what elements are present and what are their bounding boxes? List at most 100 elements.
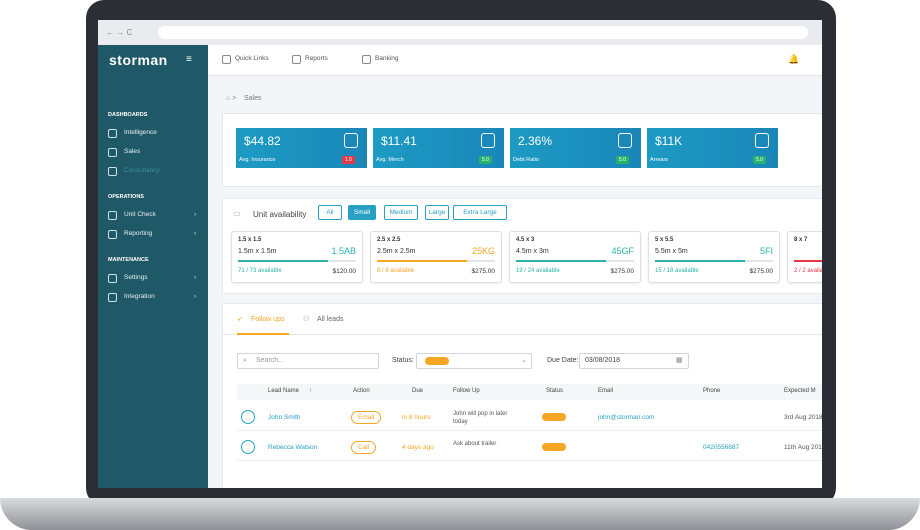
unit-size: 1.5 x 1.5 [238,237,262,243]
stat-card[interactable]: $44.82 Avg. Insurance 1.0 [236,128,367,168]
nav-item[interactable]: Unit Check [124,211,156,218]
stat-label: Arrears [650,157,669,163]
followups-panel: ⌕ Search... Status: ⌄ Due Date: 03/08/20… [222,303,822,488]
lead-name[interactable]: John Smith [268,414,301,421]
stat-value: 2.36% [518,134,553,148]
progress-fill [238,260,328,262]
stat-value: $44.82 [244,134,281,148]
tab-icon: ⚇ [303,316,310,323]
stat-label: Debt Ratio [513,157,539,163]
unit-card[interactable]: 1.5 x 1.5 1.5m x 1.5m 1.5AB 71 / 73 availab… [231,231,363,283]
nav-item[interactable]: Sales [124,148,141,155]
stat-card[interactable]: $11.41 Avg. Merch 5.0 [373,128,504,168]
address-bar[interactable] [158,26,808,39]
tab-underline [237,333,289,335]
due: 4 days ago [402,444,434,451]
screen: ← → C storman ≡ DASHBOARDS Intelligence Sa… [98,20,822,488]
section-title: OPERATIONS [108,194,144,200]
nav-item[interactable]: Settings [124,274,148,281]
menu-icon[interactable]: ≡ [186,54,192,65]
stat-icon [618,133,632,148]
action-button[interactable]: Call [351,441,377,454]
unit-card[interactable]: 5 x 5.5 5.5m x 5m 5FI 15 / 18 available $275… [648,231,780,283]
unit-size: 8 x 7 [794,237,808,243]
nav-icon [108,274,117,283]
column-header: Phone [703,388,721,394]
unit-card[interactable]: 4.5 x 3 4.5m x 3m 45GF 19 / 24 available $27… [509,231,641,283]
follow-up: John will pop in later today [453,411,508,425]
unit-size: 4.5 x 3 [516,237,535,243]
nav-arrow: › [194,274,197,281]
unit-available: 19 / 24 available [516,268,560,274]
home-icon[interactable]: ⌂ > [226,95,237,102]
stat-value: $11K [655,134,683,148]
breadcrumb[interactable]: Sales [244,95,262,102]
expected: 3rd Aug 2018 [784,414,822,421]
logo[interactable]: storman [109,52,168,68]
column-header: Lead Name [268,388,300,394]
action-button[interactable]: Email [351,411,382,424]
unit-code: 25KG [471,246,495,256]
search-input[interactable]: ⌕ Search... [237,353,379,369]
sort-arrow: ↑ [309,388,312,394]
search-placeholder: Search... [256,357,285,364]
stat-card[interactable]: $11K Arrears 5.0 [647,128,778,168]
section-title: MAINTENANCE [108,257,149,263]
nav-item[interactable]: Reporting [124,230,153,237]
unit-dims: 1.5m x 1.5m [238,248,277,255]
stat-card[interactable]: 2.36% Debt Ratio 5.0 [510,128,641,168]
units-title: Unit availability [253,210,307,219]
unit-size: 5 x 5.5 [655,237,674,243]
unit-code: 5FI [759,246,773,256]
unit-available: 15 / 18 available [655,268,699,274]
bell-icon[interactable]: 🔔 [788,54,800,64]
progress-fill [794,260,822,262]
search-icon: ⌕ [243,357,247,364]
browser-nav[interactable]: ← → C [106,28,133,37]
expected: 11th Aug 2018 [784,444,822,451]
filter-button[interactable]: Extra Large [453,205,507,220]
due-label: Due Date: [547,357,579,364]
lead-name[interactable]: Rebecca Watson [268,444,318,451]
due: in 8 hours [402,414,431,421]
table-header [237,384,822,400]
nav-item[interactable]: Integration [124,293,155,300]
unit-price: $275.00 [471,268,496,275]
nav-icon [108,211,117,220]
filter-button[interactable]: Small [348,205,376,220]
unit-code: 45GF [611,246,634,256]
email[interactable]: john@storman.com [598,414,655,421]
topbar-link[interactable]: Quick Links [235,55,269,62]
phone[interactable]: 0420556887 [703,444,740,451]
column-header: Expected M [784,388,816,394]
nav-item[interactable]: Consultancy [124,167,160,174]
filter-button[interactable]: Medium [384,205,418,220]
topbar-link[interactable]: Banking [375,55,399,62]
unit-card[interactable]: 8 x 7 2 / 2 available [787,231,822,283]
status-pill [425,357,449,365]
unit-card[interactable]: 2.5 x 2.5 2.5m x 2.5m 25KG 8 / 8 available $… [370,231,502,283]
tab-icon: ➶ [237,316,243,323]
tab[interactable]: All leads [317,316,344,323]
filter-button[interactable]: Large [425,205,449,220]
stat-badge: 5.0 [616,156,629,164]
nav-icon [108,293,117,302]
date-input[interactable]: 03/08/2018 ▦ [579,353,689,369]
progress-fill [377,260,467,262]
nav-icon [108,230,117,239]
topbar-icon [362,55,371,64]
nav-item[interactable]: Intelligence [124,129,157,136]
topbar-link[interactable]: Reports [305,55,328,62]
unit-available: 8 / 8 available [377,268,415,274]
unit-price: $275.00 [610,268,635,275]
row-divider [237,460,822,461]
chevron: ⌄ [521,357,527,364]
filter-button[interactable]: All [318,205,342,220]
sidebar: storman ≡ DASHBOARDS Intelligence Sales Con… [98,45,208,488]
stat-badge: 5.0 [479,156,492,164]
status-select[interactable]: ⌄ [416,353,532,369]
tab[interactable]: Follow ups [251,316,285,323]
nav-icon [108,129,117,138]
nav-arrow: › [194,230,197,237]
